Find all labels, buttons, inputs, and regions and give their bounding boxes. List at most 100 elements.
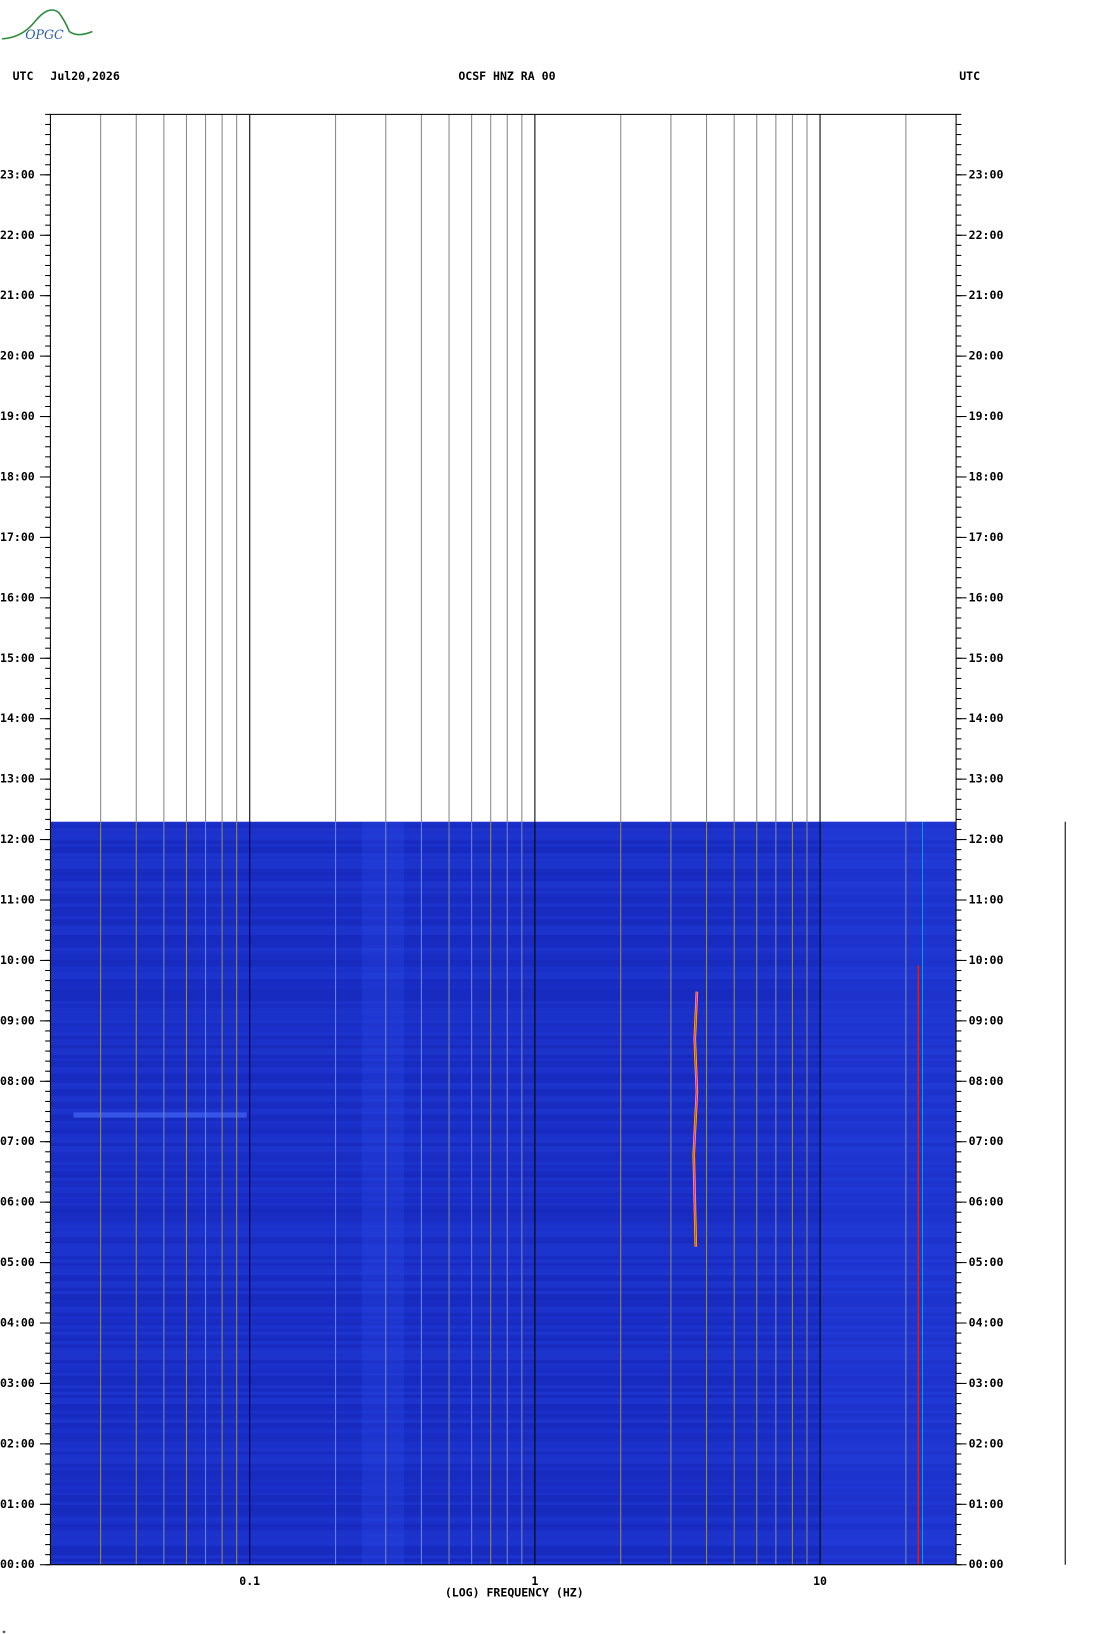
y-tick-label: 04:00 (969, 1316, 1004, 1330)
spectrogram-stripe (50, 975, 957, 980)
spectrogram-stripe (50, 1086, 957, 1090)
y-tick-label: 23:00 (0, 167, 35, 181)
spectrogram-stripe (50, 856, 957, 860)
spectrogram-stripe (50, 1120, 957, 1124)
spectrogram-stripe (50, 1290, 957, 1294)
spectrogram-stripe (50, 1413, 957, 1417)
spectrogram-stripe (50, 1199, 957, 1203)
spectrogram-stripe (50, 998, 957, 1002)
spectrogram-stripe (50, 1322, 957, 1326)
spectrogram-stripe (50, 1382, 957, 1386)
spectrogram-stripe (50, 1234, 957, 1238)
spectrogram-stripe (50, 1051, 957, 1055)
spectrogram-stripe (50, 1353, 957, 1357)
y-tick-label: 00:00 (0, 1557, 35, 1571)
spectrogram-stripe (50, 837, 957, 841)
y-tick-label: 20:00 (969, 349, 1004, 363)
y-tick-label: 03:00 (0, 1376, 35, 1390)
spectrogram-stripe (50, 1152, 957, 1156)
spectrogram-stripe (50, 1101, 957, 1106)
spectrogram-stripe (50, 1035, 957, 1039)
spectrogram-stripe (50, 828, 957, 832)
spectrogram-stripe (50, 1489, 957, 1493)
spectrogram-stripe (50, 1174, 957, 1178)
spectrogram-stripe (50, 1032, 957, 1036)
spectrogram-stripe (50, 1139, 957, 1143)
spectrogram-stripe (50, 1375, 957, 1379)
spectrogram-stripe (50, 1432, 957, 1436)
spectrogram-stripe (50, 1253, 957, 1257)
spectrogram-stripe (50, 1526, 957, 1531)
y-tick-label: 09:00 (0, 1013, 35, 1027)
spectrogram-stripe (50, 1089, 957, 1093)
y-tick-label: 20:00 (0, 349, 35, 363)
spectrogram-stripe (50, 1205, 957, 1209)
spectrogram-stripe (50, 1155, 957, 1159)
spectrogram-stripe (50, 1369, 957, 1373)
spectrogram-stripe (50, 1105, 957, 1109)
spectrogram-stripe (50, 979, 957, 983)
spectrogram-stripe (50, 1218, 957, 1222)
spectrogram-stripe (50, 922, 957, 926)
spectrogram-stripe (50, 991, 957, 995)
y-tick-label: 15:00 (0, 651, 35, 665)
spectrogram-stripe (50, 1372, 957, 1376)
spectrogram-stripe (50, 1407, 957, 1411)
spectrogram-stripe (50, 862, 957, 866)
spectrogram-stripe (50, 1180, 957, 1184)
spectrogram-stripe (50, 1215, 957, 1219)
spectrogram-stripe (50, 1460, 957, 1464)
spectrogram-stripe (50, 1227, 957, 1232)
spectrogram-stripe (50, 1136, 957, 1140)
spectrogram-stripe (50, 1448, 957, 1452)
spectrogram-stripe (50, 906, 957, 910)
spectrogram-stripe (50, 1023, 957, 1027)
spectrogram-stripe (50, 843, 957, 847)
spectrogram-stripe (50, 1401, 957, 1405)
spectrogram-stripe (50, 1344, 957, 1348)
spectrogram-stripe (50, 1410, 957, 1414)
header-right: UTC (959, 69, 980, 83)
spectrogram-stripe (50, 1183, 957, 1187)
spectrogram-stripe (50, 1092, 957, 1096)
spectrogram-band (818, 821, 957, 1565)
spectrogram-stripe (50, 1083, 957, 1087)
spectrogram-stripe (50, 1212, 957, 1216)
spectrogram-stripe (50, 1388, 957, 1392)
y-tick-label: 22:00 (0, 228, 35, 242)
spectrogram-stripe (50, 1548, 957, 1553)
spectrogram-stripe (50, 1441, 957, 1446)
spectrogram-stripe (50, 887, 957, 891)
spectrogram-stripe (50, 1334, 957, 1339)
spectrogram-stripe (50, 1438, 957, 1442)
y-tick-label: 08:00 (969, 1074, 1004, 1088)
spectrogram-stripe (50, 859, 957, 863)
y-tick-label: 08:00 (0, 1074, 35, 1088)
spectrogram-stripe (50, 1281, 957, 1285)
y-tick-label: 14:00 (969, 711, 1004, 725)
spectrogram-stripe (50, 1508, 957, 1512)
spectrogram-stripe (50, 1042, 957, 1046)
spectrogram-stripe (50, 1268, 957, 1272)
spectrogram-stripe (50, 1470, 957, 1474)
spectrogram-stripe (50, 894, 957, 898)
spectrogram-stripe (50, 1127, 957, 1131)
spectrogram-stripe (50, 831, 957, 835)
spectrogram-stripe (50, 1536, 957, 1540)
y-tick-label: 00:00 (969, 1557, 1004, 1571)
spectrogram-stripe (50, 824, 957, 829)
spectrogram-stripe (50, 1325, 957, 1329)
spectrogram-stripe (50, 834, 957, 838)
y-tick-label: 11:00 (969, 892, 1004, 906)
y-tick-label: 02:00 (0, 1436, 35, 1450)
spectrogram-stripe (50, 1517, 957, 1521)
spectrogram-stripe (50, 1142, 957, 1147)
spectrogram-stripe (50, 903, 957, 907)
y-tick-label: 16:00 (0, 590, 35, 604)
y-tick-label: 17:00 (969, 530, 1004, 544)
spectrogram-stripe (50, 868, 957, 873)
spectrogram-stripe (50, 884, 957, 888)
spectrogram-stripe (50, 1545, 957, 1549)
spectrogram-stripe (50, 850, 957, 854)
